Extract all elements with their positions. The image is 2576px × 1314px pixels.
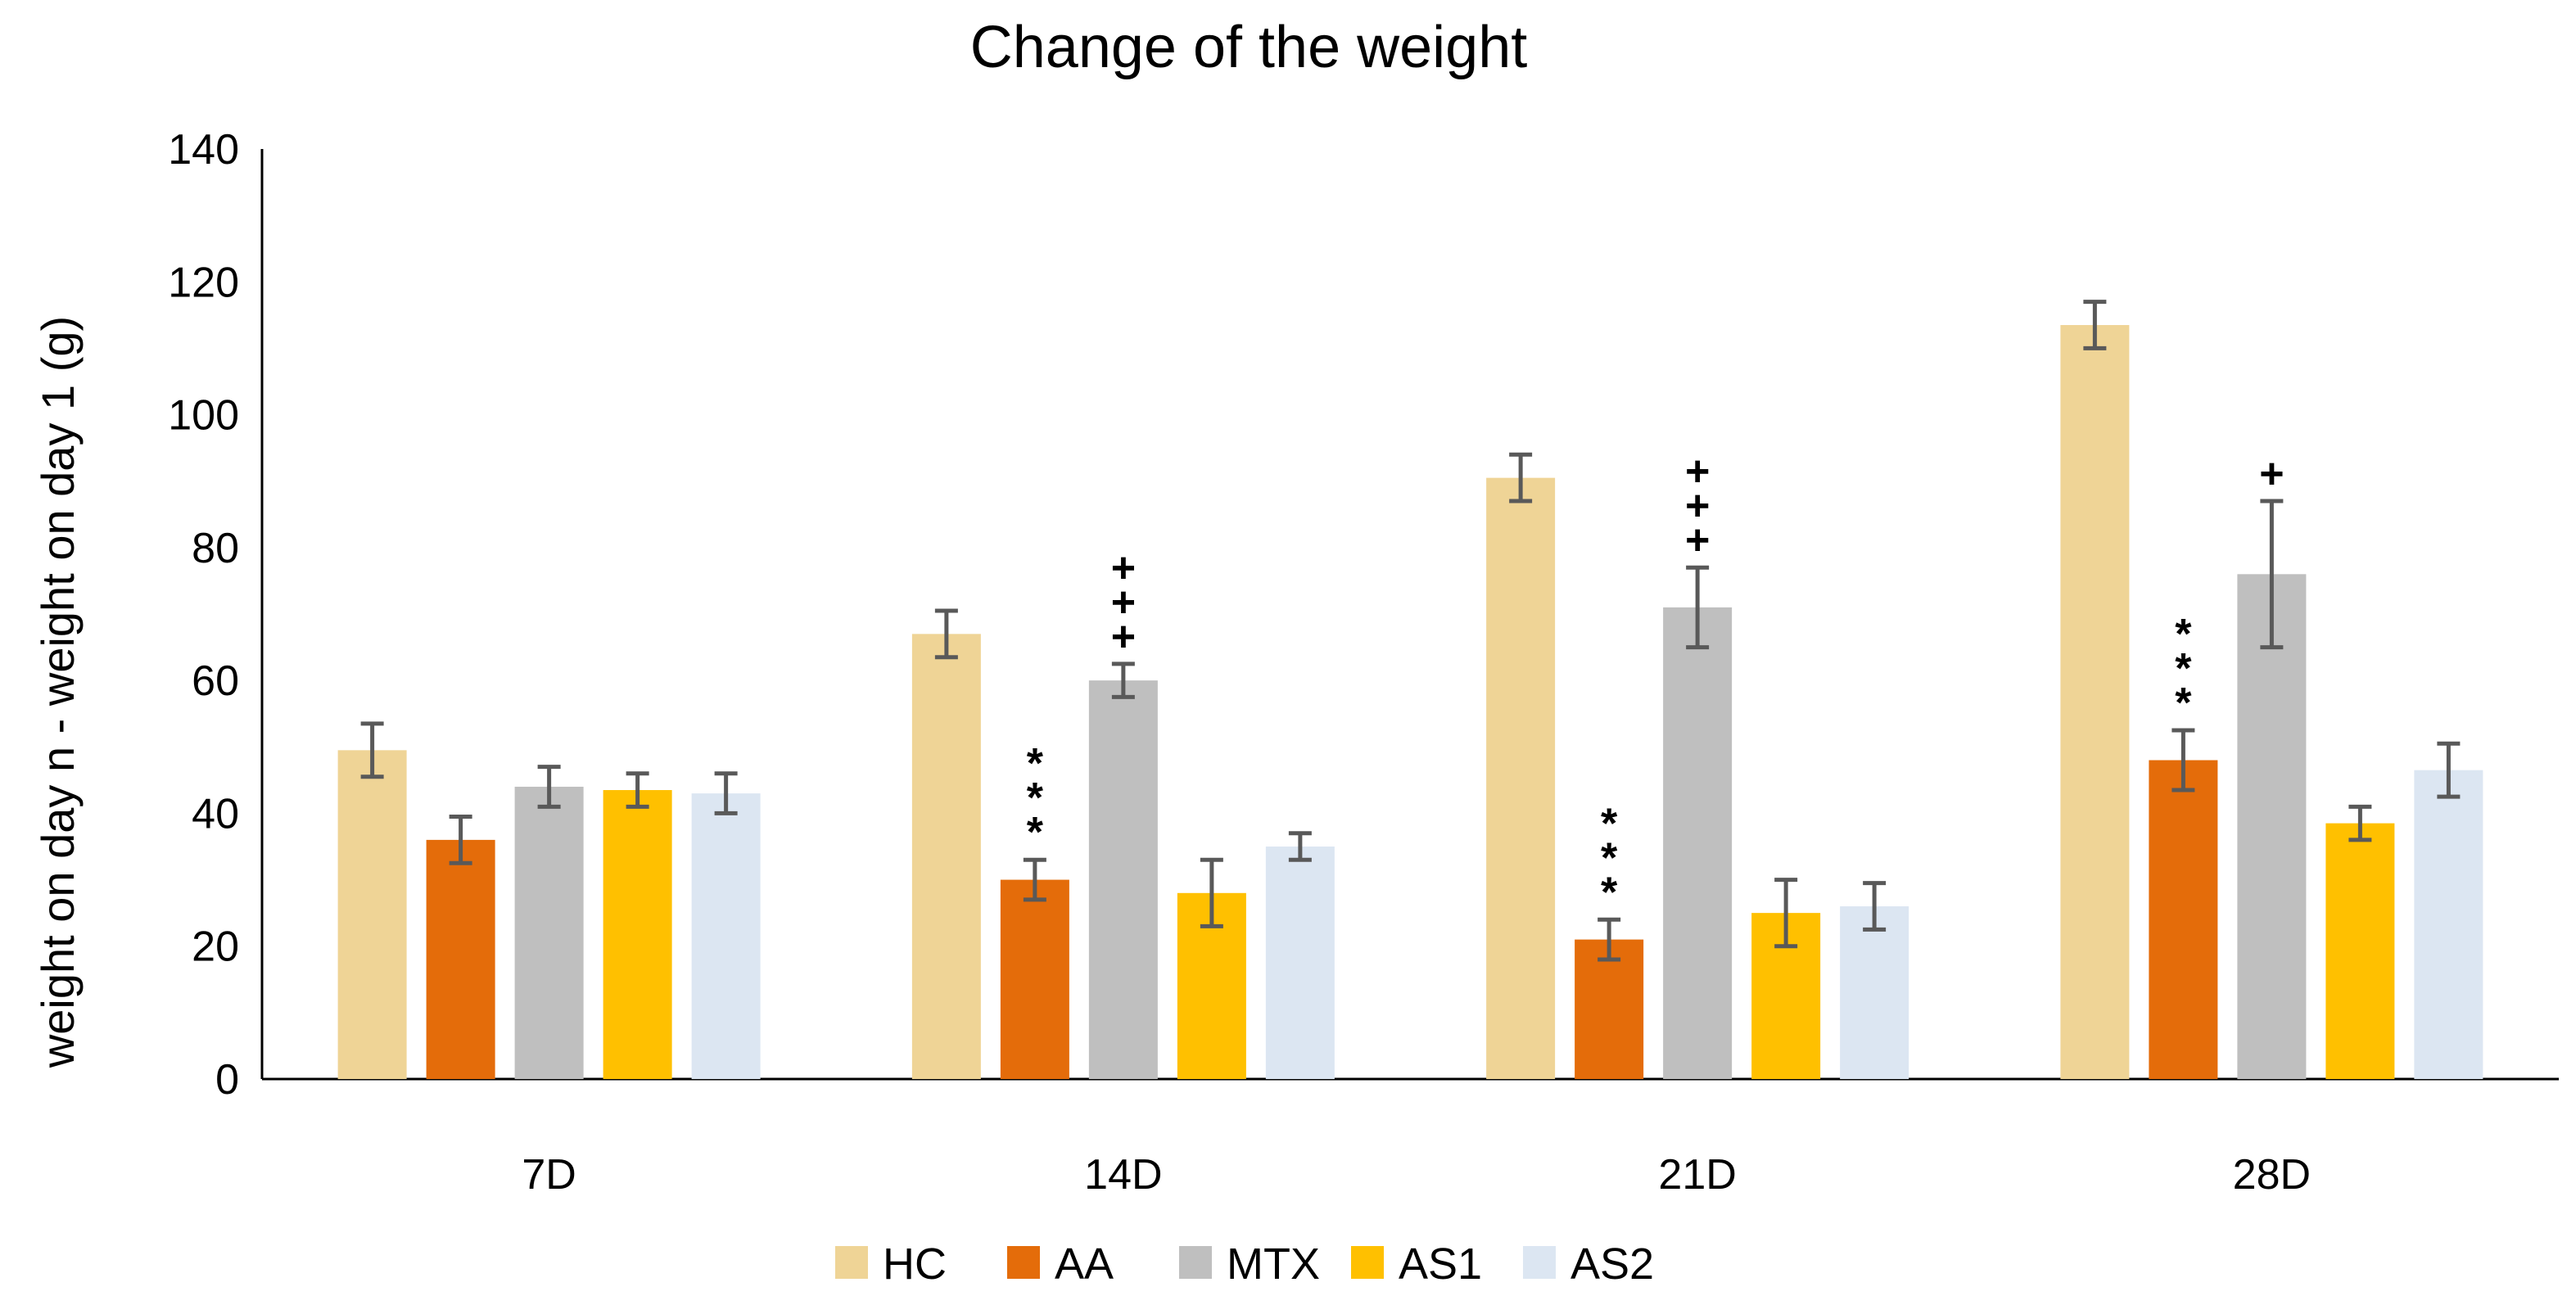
bar-aa-7d	[426, 839, 495, 1079]
error-bar-hc-7d	[360, 721, 384, 779]
y-tick-label-80: 80	[192, 525, 239, 572]
legend-swatch-hc	[835, 1246, 868, 1279]
bar-aa-28d	[2149, 760, 2218, 1079]
annotation-symbol: *	[2175, 611, 2192, 658]
bar-aa-21d	[1575, 939, 1644, 1079]
y-tick-label-60: 60	[192, 657, 239, 705]
chart-title: Change of the weight	[970, 15, 1527, 80]
x-tick-label-14d: 14D	[1084, 1151, 1162, 1199]
error-bar-as1-28d	[2348, 804, 2372, 842]
bar-hc-28d	[2060, 325, 2130, 1079]
annotation-symbol: *	[1027, 774, 1044, 822]
annotation-symbol: *	[1601, 834, 1618, 882]
y-tick-label-120: 120	[168, 259, 239, 306]
error-bar-aa-21d	[1598, 917, 1621, 962]
annotation-mtx-21d: +++	[1685, 448, 1710, 564]
x-tick-label-7d: 7D	[522, 1151, 576, 1199]
annotation-symbol: *	[1601, 800, 1618, 847]
annotation-symbol: *	[1027, 809, 1044, 856]
x-tick-label-28d: 28D	[2233, 1151, 2311, 1199]
legend-item-hc: HC	[835, 1239, 947, 1289]
y-tick-label-140: 140	[168, 126, 239, 174]
annotation-symbol: +	[1685, 482, 1710, 530]
bar-mtx-21d	[1663, 607, 1733, 1079]
error-bar-aa-28d	[2172, 728, 2195, 792]
annotation-mtx-14d: +++	[1111, 544, 1136, 661]
error-bar-mtx-28d	[2260, 499, 2284, 650]
error-bar-as1-21d	[1774, 878, 1798, 949]
bar-aa-14d	[1000, 879, 1069, 1079]
annotation-mtx-28d: +	[2259, 450, 2284, 498]
legend-swatch-mtx	[1179, 1246, 1212, 1279]
bar-as1-28d	[2325, 823, 2395, 1079]
bar-hc-21d	[1486, 477, 1556, 1079]
annotation-symbol: +	[1685, 448, 1710, 495]
bar-hc-7d	[337, 750, 407, 1079]
error-bar-as2-21d	[1863, 881, 1887, 932]
y-axis-label: weight on day n - weight on day 1 (g)	[32, 316, 84, 1068]
legend-item-aa: AA	[1007, 1239, 1114, 1289]
annotation-aa-21d: ***	[1601, 800, 1618, 916]
error-bar-aa-14d	[1023, 857, 1046, 902]
legend-label-mtx: MTX	[1227, 1239, 1320, 1289]
legend-label-as2: AS2	[1570, 1239, 1654, 1289]
legend-swatch-as2	[1523, 1246, 1556, 1279]
bar-hc-14d	[911, 634, 981, 1079]
annotation-symbol: *	[2175, 680, 2192, 727]
legend-item-as2: AS2	[1523, 1239, 1654, 1289]
annotation-symbol: +	[1111, 579, 1136, 626]
bar-mtx-28d	[2237, 574, 2307, 1079]
y-tick-label-40: 40	[192, 790, 239, 838]
legend-item-mtx: MTX	[1179, 1239, 1320, 1289]
legend-label-hc: HC	[883, 1239, 947, 1289]
error-bar-as2-14d	[1288, 831, 1312, 862]
bar-mtx-7d	[514, 786, 584, 1079]
error-bar-mtx-7d	[537, 765, 561, 809]
y-tick-label-0: 0	[215, 1056, 239, 1104]
annotation-aa-14d: ***	[1027, 740, 1044, 856]
legend-swatch-aa	[1007, 1246, 1040, 1279]
annotation-symbol: *	[2175, 645, 2192, 693]
legend-label-aa: AA	[1055, 1239, 1114, 1289]
annotation-symbol: *	[1027, 740, 1044, 788]
bar-as2-28d	[2414, 770, 2483, 1079]
annotation-symbol: +	[2259, 450, 2284, 498]
error-bar-hc-21d	[1509, 452, 1533, 503]
annotation-symbol: +	[1111, 613, 1136, 661]
bar-as2-21d	[1840, 906, 1909, 1079]
legend: HC AA MTX AS1 AS2	[835, 1239, 1654, 1289]
error-bar-hc-14d	[934, 608, 958, 660]
y-tick-label-20: 20	[192, 923, 239, 971]
bar-as2-14d	[1265, 847, 1335, 1079]
legend-item-as1: AS1	[1351, 1239, 1482, 1289]
error-bar-as1-7d	[626, 771, 649, 809]
legend-swatch-as1	[1351, 1246, 1384, 1279]
annotation-symbol: *	[1601, 869, 1618, 916]
bar-mtx-14d	[1088, 680, 1158, 1079]
x-tick-label-21d: 21D	[1658, 1151, 1736, 1199]
legend-label-as1: AS1	[1399, 1239, 1482, 1289]
error-bar-mtx-21d	[1686, 565, 1710, 650]
annotation-aa-28d: ***	[2175, 611, 2192, 727]
error-bar-as2-7d	[714, 771, 738, 815]
annotation-symbol: +	[1111, 544, 1136, 592]
bar-as2-7d	[691, 793, 761, 1079]
error-bar-hc-28d	[2083, 300, 2107, 350]
error-bar-as1-14d	[1200, 857, 1223, 928]
y-tick-label-100: 100	[168, 392, 239, 440]
bar-as1-7d	[603, 790, 672, 1079]
error-bar-as2-28d	[2437, 741, 2461, 799]
error-bar-mtx-14d	[1111, 662, 1135, 699]
annotation-symbol: +	[1685, 517, 1710, 564]
error-bar-aa-7d	[449, 814, 472, 865]
